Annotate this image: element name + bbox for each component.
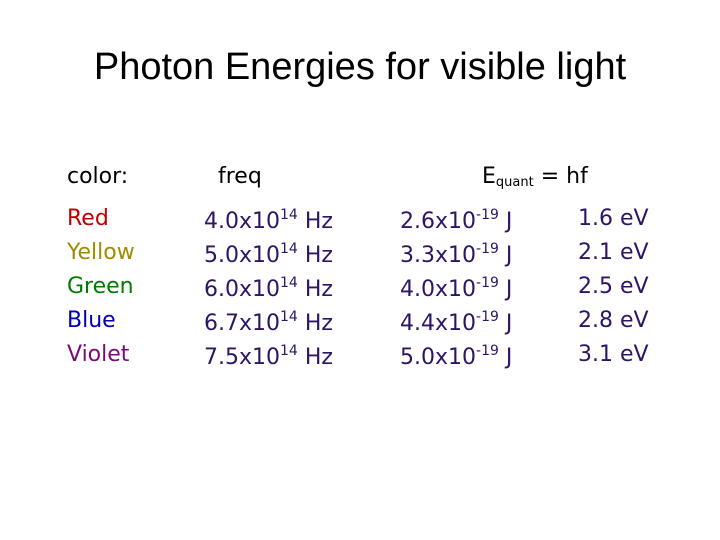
slide-title: Photon Energies for visible light <box>93 46 627 88</box>
energy-ev: 2.8 eV <box>578 308 649 333</box>
mantissa: 4.0x10 <box>204 209 281 234</box>
header-color: color: <box>67 164 129 189</box>
mantissa: 5.0x10 <box>400 345 477 370</box>
energy-joules: 4.4x10-19 J <box>400 310 512 335</box>
exponent: 14 <box>280 343 298 359</box>
unit: Hz <box>304 277 333 302</box>
exponent: -19 <box>476 275 499 291</box>
exponent: -19 <box>476 343 499 359</box>
energy-joules: 4.0x10-19 J <box>400 276 512 301</box>
energy-ev: 2.5 eV <box>578 274 649 299</box>
energy-ev: 3.1 eV <box>578 342 649 367</box>
exponent: 14 <box>280 275 298 291</box>
frequency: 6.7x1014 Hz <box>204 310 333 335</box>
mantissa: 2.6x10 <box>400 209 477 234</box>
mantissa: 7.5x10 <box>204 345 281 370</box>
exponent: 14 <box>280 309 298 325</box>
unit: J <box>505 345 513 370</box>
mantissa: 6.7x10 <box>204 311 281 336</box>
exponent: 14 <box>280 241 298 257</box>
color-name: Blue <box>67 308 116 333</box>
unit: J <box>505 209 513 234</box>
energy-joules: 2.6x10-19 J <box>400 208 512 233</box>
color-name: Violet <box>67 342 130 367</box>
energy-ev: 2.1 eV <box>578 240 649 265</box>
unit: Hz <box>304 209 333 234</box>
mantissa: 5.0x10 <box>204 243 281 268</box>
energy-symbol: E <box>482 164 496 189</box>
exponent: 14 <box>280 207 298 223</box>
mantissa: 4.4x10 <box>400 311 477 336</box>
exponent: -19 <box>476 207 499 223</box>
unit: J <box>505 243 513 268</box>
energy-ev: 1.6 eV <box>578 206 649 231</box>
energy-subscript: quant <box>495 175 534 190</box>
color-name: Green <box>67 274 134 299</box>
unit: Hz <box>304 345 333 370</box>
frequency: 4.0x1014 Hz <box>204 208 333 233</box>
energy-joules: 5.0x10-19 J <box>400 344 512 369</box>
energy-equation: = hf <box>540 164 588 189</box>
color-name: Red <box>67 206 109 231</box>
unit: J <box>505 311 513 336</box>
exponent: -19 <box>476 241 499 257</box>
mantissa: 6.0x10 <box>204 277 281 302</box>
mantissa: 3.3x10 <box>400 243 477 268</box>
unit: Hz <box>304 243 333 268</box>
mantissa: 4.0x10 <box>400 277 477 302</box>
frequency: 7.5x1014 Hz <box>204 344 333 369</box>
color-name: Yellow <box>67 240 135 265</box>
energy-joules: 3.3x10-19 J <box>400 242 512 267</box>
frequency: 6.0x1014 Hz <box>204 276 333 301</box>
header-energy: Equant = hf <box>482 164 588 190</box>
exponent: -19 <box>476 309 499 325</box>
frequency: 5.0x1014 Hz <box>204 242 333 267</box>
unit: Hz <box>304 311 333 336</box>
header-freq: freq <box>218 164 262 189</box>
unit: J <box>505 277 513 302</box>
